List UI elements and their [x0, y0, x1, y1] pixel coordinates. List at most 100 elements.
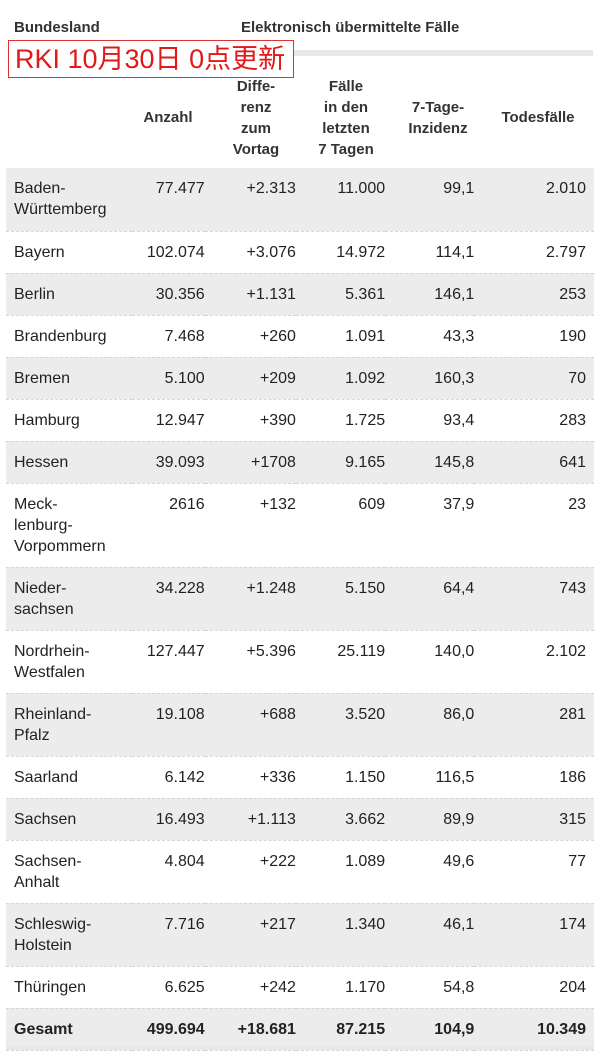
differenz-cell: +209: [204, 357, 296, 400]
column-header-line: in den: [323, 99, 369, 116]
todesfaelle-cell: 174: [474, 903, 594, 967]
state-name-line: Bayern: [14, 243, 65, 261]
faelle-7-tage-cell: 14.972: [295, 231, 386, 274]
total-todesfaelle: 10.349: [474, 1008, 594, 1051]
faelle-7-tage-cell: 609: [295, 483, 386, 568]
inzidenz-cell: 49,6: [385, 840, 475, 904]
column-header-line: letzten: [322, 120, 370, 137]
differenz-cell: +688: [204, 693, 296, 757]
anzahl-cell: 77.477: [131, 168, 205, 232]
column-header-todesfaelle: Todesfälle: [501, 109, 575, 126]
differenz-cell: +242: [204, 966, 296, 1009]
inzidenz-cell: 99,1: [385, 168, 475, 232]
column-header-line: Fälle: [328, 78, 364, 95]
table-row: Rheinland- Pfalz 19.108 +688 3.520 86,0 281: [6, 693, 594, 757]
state-name-line: Hessen: [14, 453, 69, 471]
inzidenz-cell: 145,8: [385, 441, 475, 484]
state-name: Hessen: [6, 441, 132, 484]
faelle-7-tage-cell: 1.170: [295, 966, 386, 1009]
state-name-line: Anhalt: [14, 873, 60, 891]
todesfaelle-cell: 2.102: [474, 630, 594, 694]
state-name: Saarland: [6, 756, 132, 799]
state-name: Baden- Württemberg: [6, 168, 132, 232]
faelle-7-tage-cell: 9.165: [295, 441, 386, 484]
todesfaelle-cell: 283: [474, 399, 594, 442]
table-row: Nieder-sachsen 34.228 +1.248 5.150 64,4 743: [6, 567, 594, 631]
table-row: Sachsen 16.493 +1.113 3.662 89,9 315: [6, 798, 594, 841]
anzahl-cell: 34.228: [131, 567, 205, 631]
anzahl-cell: 4.804: [131, 840, 205, 904]
state-name-line: Sachsen-: [14, 852, 82, 870]
inzidenz-cell: 43,3: [385, 315, 475, 358]
total-label: Gesamt: [6, 1008, 132, 1051]
table-row: Meck-lenburg- Vorpommern 2616 +132 609 37,9 23: [6, 483, 594, 568]
column-header-line: Diffe-: [236, 78, 276, 95]
differenz-cell: +132: [204, 483, 296, 568]
table-row: Thüringen 6.625 +242 1.170 54,8 204: [6, 966, 594, 1009]
state-name-line: Schleswig-: [14, 915, 92, 933]
total-inzidenz: 104,9: [385, 1008, 475, 1051]
anzahl-cell: 5.100: [131, 357, 205, 400]
state-name-line: Thüringen: [14, 978, 87, 996]
todesfaelle-cell: 2.010: [474, 168, 594, 232]
state-name: Thüringen: [6, 966, 132, 1009]
column-header-line: zum: [241, 120, 271, 137]
inzidenz-cell: 146,1: [385, 273, 475, 316]
table-header: Bundesland Elektronisch übermittelte Fäl…: [0, 0, 600, 56]
anzahl-cell: 7.468: [131, 315, 205, 358]
faelle-7-tage-cell: 5.150: [295, 567, 386, 631]
cases-group-title: Elektronisch übermittelte Fälle: [241, 19, 460, 36]
inzidenz-cell: 54,8: [385, 966, 475, 1009]
table-row: Schleswig- Holstein 7.716 +217 1.340 46,1 174: [6, 903, 594, 967]
inzidenz-cell: 86,0: [385, 693, 475, 757]
table-row: Hamburg 12.947 +390 1.725 93,4 283: [6, 399, 594, 442]
todesfaelle-cell: 70: [474, 357, 594, 400]
faelle-7-tage-cell: 1.092: [295, 357, 386, 400]
inzidenz-cell: 46,1: [385, 903, 475, 967]
inzidenz-cell: 116,5: [385, 756, 475, 799]
state-name-line: sachsen: [14, 600, 74, 618]
anzahl-cell: 127.447: [131, 630, 205, 694]
total-anzahl: 499.694: [131, 1008, 205, 1051]
column-header-inzidenz: 7-Tage- Inzidenz: [396, 97, 480, 139]
faelle-7-tage-cell: 5.361: [295, 273, 386, 316]
todesfaelle-cell: 281: [474, 693, 594, 757]
state-name: Meck-lenburg- Vorpommern: [6, 483, 132, 568]
state-name: Brandenburg: [6, 315, 132, 358]
inzidenz-cell: 160,3: [385, 357, 475, 400]
state-name-line: Sachsen: [14, 810, 77, 828]
differenz-cell: +336: [204, 756, 296, 799]
state-name-line: lenburg-: [14, 516, 73, 534]
column-header-line: 7-Tage-: [411, 99, 465, 116]
todesfaelle-cell: 186: [474, 756, 594, 799]
inzidenz-cell: 140,0: [385, 630, 475, 694]
faelle-7-tage-cell: 3.520: [295, 693, 386, 757]
table-row: Sachsen- Anhalt 4.804 +222 1.089 49,6 77: [6, 840, 594, 904]
anzahl-cell: 16.493: [131, 798, 205, 841]
todesfaelle-cell: 77: [474, 840, 594, 904]
todesfaelle-cell: 2.797: [474, 231, 594, 274]
state-name-line: Württemberg: [14, 201, 107, 218]
anzahl-cell: 102.074: [131, 231, 205, 274]
inzidenz-cell: 89,9: [385, 798, 475, 841]
differenz-cell: +217: [204, 903, 296, 967]
column-header-line: Inzidenz: [408, 120, 468, 137]
table-bottom-divider: [6, 1046, 594, 1050]
todesfaelle-cell: 204: [474, 966, 594, 1009]
update-stamp: RKI 10月30日 0点更新: [8, 40, 295, 78]
faelle-7-tage-cell: 1.150: [295, 756, 386, 799]
anzahl-cell: 39.093: [131, 441, 205, 484]
inzidenz-cell: 114,1: [385, 231, 475, 274]
table-row: Baden- Württemberg 77.477 +2.313 11.000 99,1 2…: [6, 168, 594, 232]
faelle-7-tage-cell: 1.725: [295, 399, 386, 442]
total-faelle-7-tage: 87.215: [295, 1008, 386, 1051]
differenz-cell: +1.131: [204, 273, 296, 316]
table-row: Bremen 5.100 +209 1.092 160,3 70: [6, 357, 594, 400]
faelle-7-tage-cell: 3.662: [295, 798, 386, 841]
column-header-anzahl: Anzahl: [143, 109, 193, 126]
state-name-line: Meck-: [14, 495, 58, 513]
differenz-cell: +3.076: [204, 231, 296, 274]
todesfaelle-cell: 315: [474, 798, 594, 841]
state-name: Bremen: [6, 357, 132, 400]
header-divider: [238, 50, 593, 56]
